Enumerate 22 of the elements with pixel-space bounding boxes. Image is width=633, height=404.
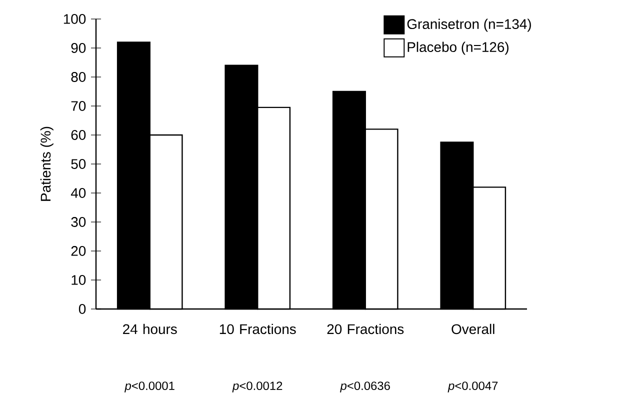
y-tick-label: 0: [78, 304, 86, 314]
y-tick-label: 50: [71, 159, 86, 169]
y-tick-label: 100: [64, 14, 86, 24]
x-tick-label: 20 Fractions: [327, 324, 404, 334]
text: p<0.0047: [448, 382, 498, 392]
text: p<0.0636: [340, 382, 390, 392]
legend-label: Granisetron (n=134): [407, 18, 531, 32]
y-tick-label: 60: [71, 130, 86, 140]
legend-label: Placebo (n=126): [408, 42, 508, 55]
y-tick-label: 40: [70, 188, 86, 198]
y-tick-label: 90: [71, 43, 86, 53]
x-tick-label: Overall: [452, 324, 494, 334]
y-tick-label: 70: [71, 101, 86, 111]
y-tick-label: 20: [71, 246, 86, 256]
y-axis-title: Patients (%): [40, 126, 54, 201]
y-tick-label: 80: [71, 72, 86, 82]
y-tick-label: 30: [71, 217, 86, 227]
y-tick-label: 10: [72, 275, 86, 285]
x-tick-label: 10 Fractions: [220, 324, 296, 334]
x-tick-label: 24 hours: [123, 324, 177, 334]
text: p<0.0012: [232, 382, 282, 392]
text: p<0.0001: [124, 382, 174, 392]
